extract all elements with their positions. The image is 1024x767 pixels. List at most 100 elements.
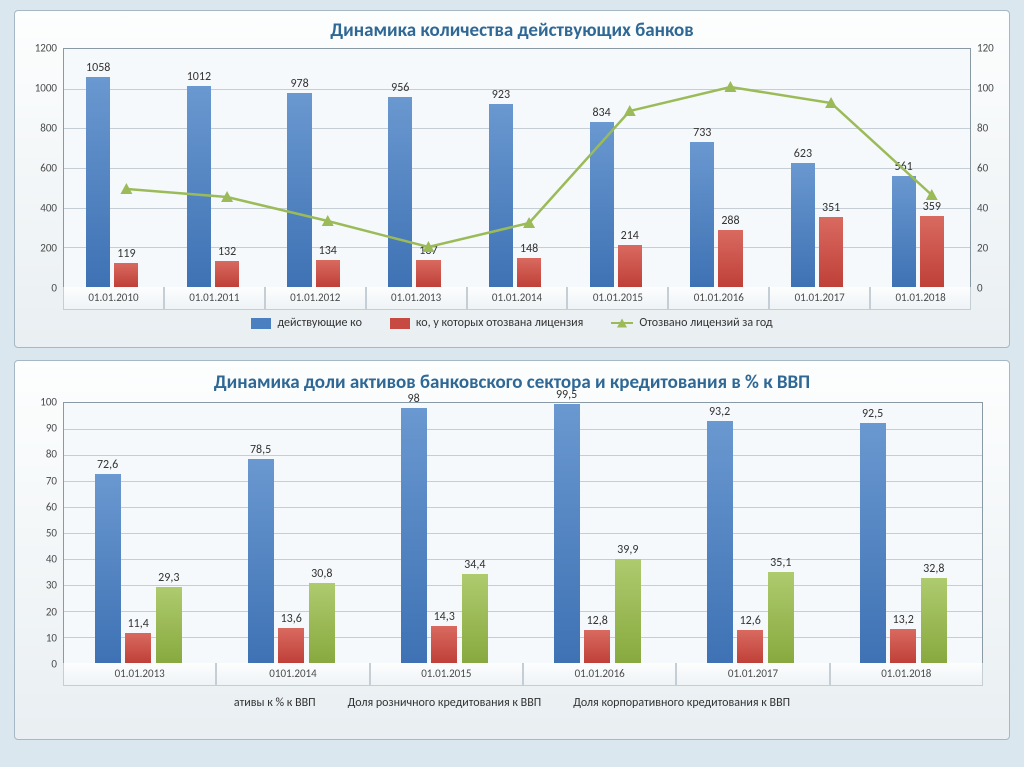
ytick-right: 80 — [971, 121, 988, 134]
xtick: 01.01.2017 — [769, 287, 870, 310]
ytick-right: 20 — [971, 242, 988, 255]
legend-item: Доля корпоративного кредитования к ВВП — [573, 696, 790, 710]
bar-green — [615, 559, 641, 663]
legend-label: ко, у которых отозвана лицензия — [416, 316, 583, 330]
data-label: 78,5 — [250, 443, 271, 457]
legend-label: Доля розничного кредитования к ВВП — [348, 696, 542, 710]
ytick-right: 60 — [971, 162, 988, 175]
ytick-left: 100 — [40, 396, 63, 409]
ytick-left: 800 — [40, 121, 63, 134]
chart1-xaxis: 01.01.201001.01.201101.01.201201.01.2013… — [63, 288, 971, 310]
legend-swatch-blue — [251, 318, 271, 329]
xtick: 01.01.2016 — [523, 663, 676, 686]
data-label: 30,8 — [311, 567, 332, 581]
data-label: 13,6 — [281, 612, 302, 626]
data-label: 39,9 — [617, 543, 638, 557]
bar-red — [431, 626, 457, 663]
data-label: 11,4 — [128, 617, 149, 631]
data-label: 34,4 — [464, 558, 485, 572]
chart1-legend: действующие ко ко, у которых отозвана ли… — [15, 316, 1009, 330]
chart2-legend: ативы к % к ВВП Доля розничного кредитов… — [15, 696, 1009, 710]
bar-red — [125, 633, 151, 663]
legend-swatch-red — [390, 318, 410, 329]
xtick: 01.01.2016 — [668, 287, 769, 310]
bar-group: 9814,334,4 — [370, 403, 523, 663]
bar-red — [890, 629, 916, 663]
ytick-right: 0 — [971, 282, 983, 295]
xtick: 01.01.2018 — [870, 287, 971, 310]
data-label: 12,8 — [587, 614, 608, 628]
bar-red — [737, 630, 763, 663]
legend-item: ативы к % к ВВП — [234, 696, 316, 710]
legend-label: ативы к % к ВВП — [234, 696, 316, 710]
legend-label: действующие ко — [277, 316, 361, 330]
xtick: 01.01.2018 — [830, 663, 983, 686]
xtick: 01.01.2013 — [366, 287, 467, 310]
ytick-left: 20 — [46, 605, 63, 618]
legend-item: Доля розничного кредитования к ВВП — [348, 696, 542, 710]
bar-group: 78,5 13,6 30,8 — [217, 403, 370, 663]
bar-group: 92,5 13,2 32,8 — [829, 403, 982, 663]
data-label: 93,2 — [709, 405, 730, 419]
xtick: 01.01.2014 — [467, 287, 568, 310]
bar-green — [309, 583, 335, 663]
data-label: 72,6 — [97, 458, 118, 472]
ytick-left: 600 — [40, 162, 63, 175]
ytick-right: 120 — [971, 42, 994, 55]
chart1-plot: 1058119101213297813495613792314883421473… — [63, 48, 971, 288]
ytick-left: 10 — [46, 631, 63, 644]
legend-label: Отозвано лицензий за год — [639, 316, 772, 330]
ytick-right: 40 — [971, 201, 988, 214]
legend-label: Доля корпоративного кредитования к ВВП — [573, 696, 790, 710]
bar-group: 99,512,839,9 — [523, 403, 676, 663]
ytick-right: 100 — [971, 81, 994, 94]
xtick: 01.01.2013 — [63, 663, 216, 686]
ytick-left: 1000 — [35, 81, 63, 94]
chart2-xaxis: 01.01.20130101.201401.01.201501.01.20160… — [63, 664, 983, 686]
ytick-left: 40 — [46, 553, 63, 566]
ytick-left: 70 — [46, 474, 63, 487]
chart2-plot-wrap: 72,611,429,378,513,630,89814,334,499,512… — [63, 402, 983, 664]
chart1-line — [64, 49, 970, 287]
bar-blue — [95, 474, 121, 663]
ytick-left: 0 — [51, 658, 63, 671]
bar-green — [921, 578, 947, 663]
ytick-left: 80 — [46, 448, 63, 461]
chart2-title: Динамика доли активов банковского сектор… — [15, 371, 1009, 394]
ytick-left: 60 — [46, 500, 63, 513]
ytick-left: 200 — [40, 242, 63, 255]
bar-red — [278, 628, 304, 663]
data-label: 13,2 — [893, 613, 914, 627]
bar-blue — [860, 423, 886, 664]
xtick: 01.01.2012 — [265, 287, 366, 310]
page: Динамика количества действующих банков 1… — [0, 0, 1024, 767]
bar-green — [768, 572, 794, 663]
bar-group: 93,2 12,6 35,1 — [676, 403, 829, 663]
data-label: 92,5 — [862, 407, 883, 421]
ytick-left: 30 — [46, 579, 63, 592]
bar-green — [156, 587, 182, 663]
ytick-left: 0 — [51, 282, 63, 295]
chart2-panel: Динамика доли активов банковского сектор… — [14, 360, 1010, 740]
chart1-panel: Динамика количества действующих банков 1… — [14, 10, 1010, 348]
bar-blue — [554, 404, 580, 663]
data-label: 32,8 — [923, 562, 944, 576]
ytick-left: 90 — [46, 422, 63, 435]
bar-group: 72,6 11,4 29,3 — [64, 403, 217, 663]
data-label: 98 — [408, 392, 420, 406]
ytick-left: 50 — [46, 527, 63, 540]
bar-green — [462, 574, 488, 663]
xtick: 01.01.2010 — [63, 287, 164, 310]
bar-blue — [401, 408, 427, 663]
chart1-plot-wrap: 1058119101213297813495613792314883421473… — [63, 48, 971, 288]
chart2-plot: 72,611,429,378,513,630,89814,334,499,512… — [63, 402, 983, 664]
data-label: 99,5 — [556, 388, 577, 402]
xtick: 01.01.2017 — [676, 663, 829, 686]
data-label: 12,6 — [740, 614, 761, 628]
chart1-title: Динамика количества действующих банков — [15, 19, 1009, 42]
data-label: 35,1 — [770, 556, 791, 570]
xtick: 01.01.2015 — [567, 287, 668, 310]
bar-blue — [248, 459, 274, 663]
bar-blue — [707, 421, 733, 663]
data-label: 29,3 — [158, 571, 179, 585]
